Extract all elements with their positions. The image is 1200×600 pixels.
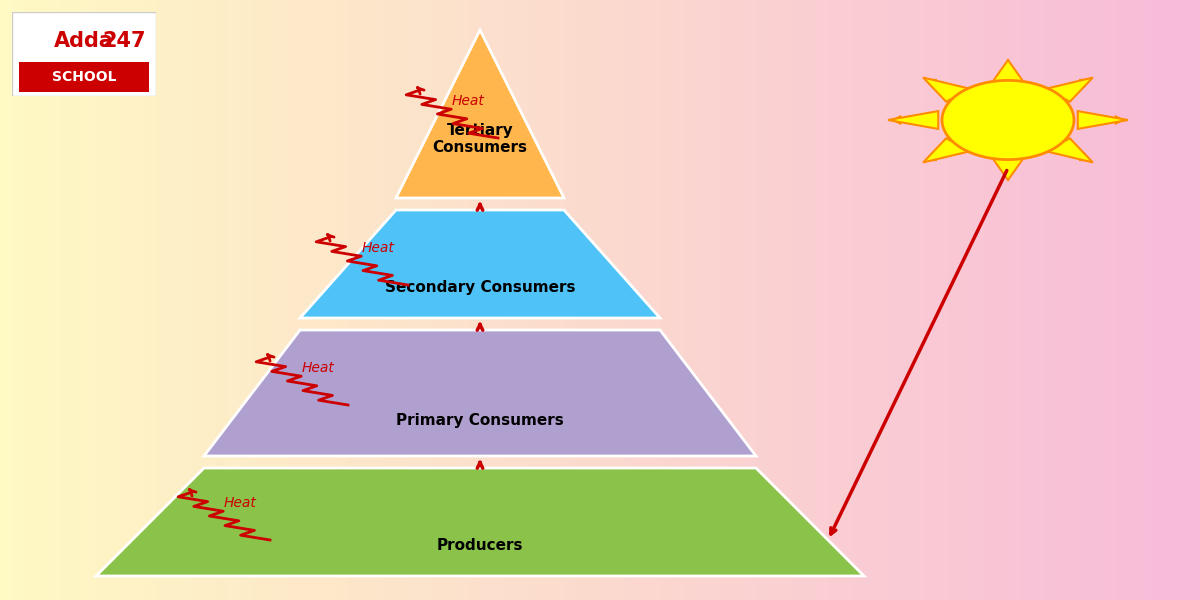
FancyBboxPatch shape	[19, 62, 149, 92]
Polygon shape	[1045, 139, 1093, 163]
Polygon shape	[990, 155, 1026, 180]
Text: Secondary Consumers: Secondary Consumers	[385, 280, 575, 295]
Text: Adda: Adda	[54, 31, 114, 52]
Text: 247: 247	[102, 31, 146, 52]
Polygon shape	[96, 468, 864, 576]
Polygon shape	[888, 111, 938, 129]
FancyBboxPatch shape	[12, 12, 156, 96]
Text: Primary Consumers: Primary Consumers	[396, 413, 564, 428]
Text: Producers: Producers	[437, 538, 523, 553]
Polygon shape	[1078, 111, 1128, 129]
Polygon shape	[1045, 77, 1093, 101]
Text: Heat: Heat	[451, 94, 485, 108]
Text: Heat: Heat	[361, 241, 395, 255]
Polygon shape	[923, 77, 971, 101]
Polygon shape	[396, 30, 564, 198]
Text: SCHOOL: SCHOOL	[52, 70, 116, 83]
Text: Tertiary
Consumers: Tertiary Consumers	[432, 123, 528, 155]
Ellipse shape	[942, 80, 1074, 160]
Polygon shape	[204, 330, 756, 456]
Polygon shape	[990, 60, 1026, 85]
Text: Heat: Heat	[223, 496, 257, 510]
Polygon shape	[300, 210, 660, 318]
Text: Heat: Heat	[301, 361, 335, 375]
Polygon shape	[923, 139, 971, 163]
